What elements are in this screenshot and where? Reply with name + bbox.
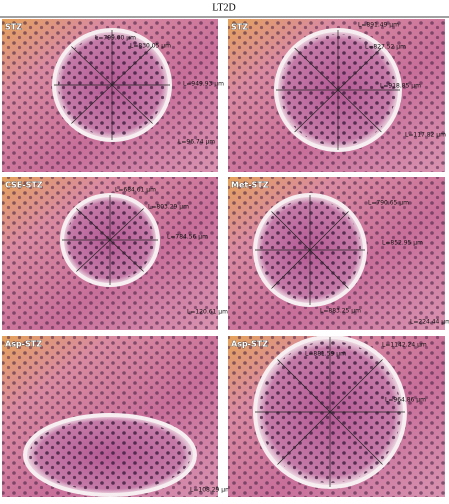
panel-label: CSE-STZ bbox=[5, 181, 43, 190]
measurement: L=827.52 μm bbox=[365, 44, 406, 51]
measurement: L=918.85 μm bbox=[380, 83, 421, 90]
measurement: L=881.59 μm bbox=[305, 351, 346, 358]
glomerulus-nuclei bbox=[29, 419, 191, 491]
measurement: L=1142.24 μm bbox=[382, 342, 427, 349]
measurement: L=108.29 μm bbox=[190, 487, 231, 494]
measurement: L=120.61 μm bbox=[187, 309, 228, 316]
measurement: L=883.25 μm bbox=[320, 308, 361, 315]
panel-label: STZ bbox=[231, 23, 248, 32]
measurement: L=117.82 μm bbox=[405, 132, 446, 139]
panel-label: Met-STZ bbox=[231, 181, 269, 190]
measurement: L=224.44 μm bbox=[410, 319, 449, 326]
measurement: L=96.74 μm bbox=[178, 139, 215, 146]
measurement: L=891.49 μm bbox=[358, 22, 399, 29]
header-title: LT2D bbox=[212, 2, 236, 13]
measurement: L=790.65 μm bbox=[368, 200, 409, 207]
measurement: L=799.00 μm bbox=[95, 35, 136, 42]
measurement: L=830.05 μm bbox=[130, 43, 171, 50]
panel-label: Asp-STZ bbox=[5, 340, 42, 349]
measurement: L=949.93 μm bbox=[183, 81, 224, 88]
measurement: L=803.29 μm bbox=[148, 204, 189, 211]
measure-line bbox=[76, 208, 144, 272]
measure-line bbox=[271, 211, 349, 289]
measure-line bbox=[277, 359, 383, 465]
measurement: L=684.61 μm bbox=[115, 187, 156, 194]
measure-line bbox=[71, 46, 153, 124]
measurement: L=852.95 μm bbox=[382, 240, 423, 247]
measure-line bbox=[294, 47, 382, 133]
panel-label: Asp-STZ bbox=[231, 340, 268, 349]
measurement: L=784.56 μm bbox=[167, 234, 208, 241]
measurement: L=964.86 μm bbox=[385, 397, 426, 404]
panel-label: STZ bbox=[5, 23, 22, 32]
